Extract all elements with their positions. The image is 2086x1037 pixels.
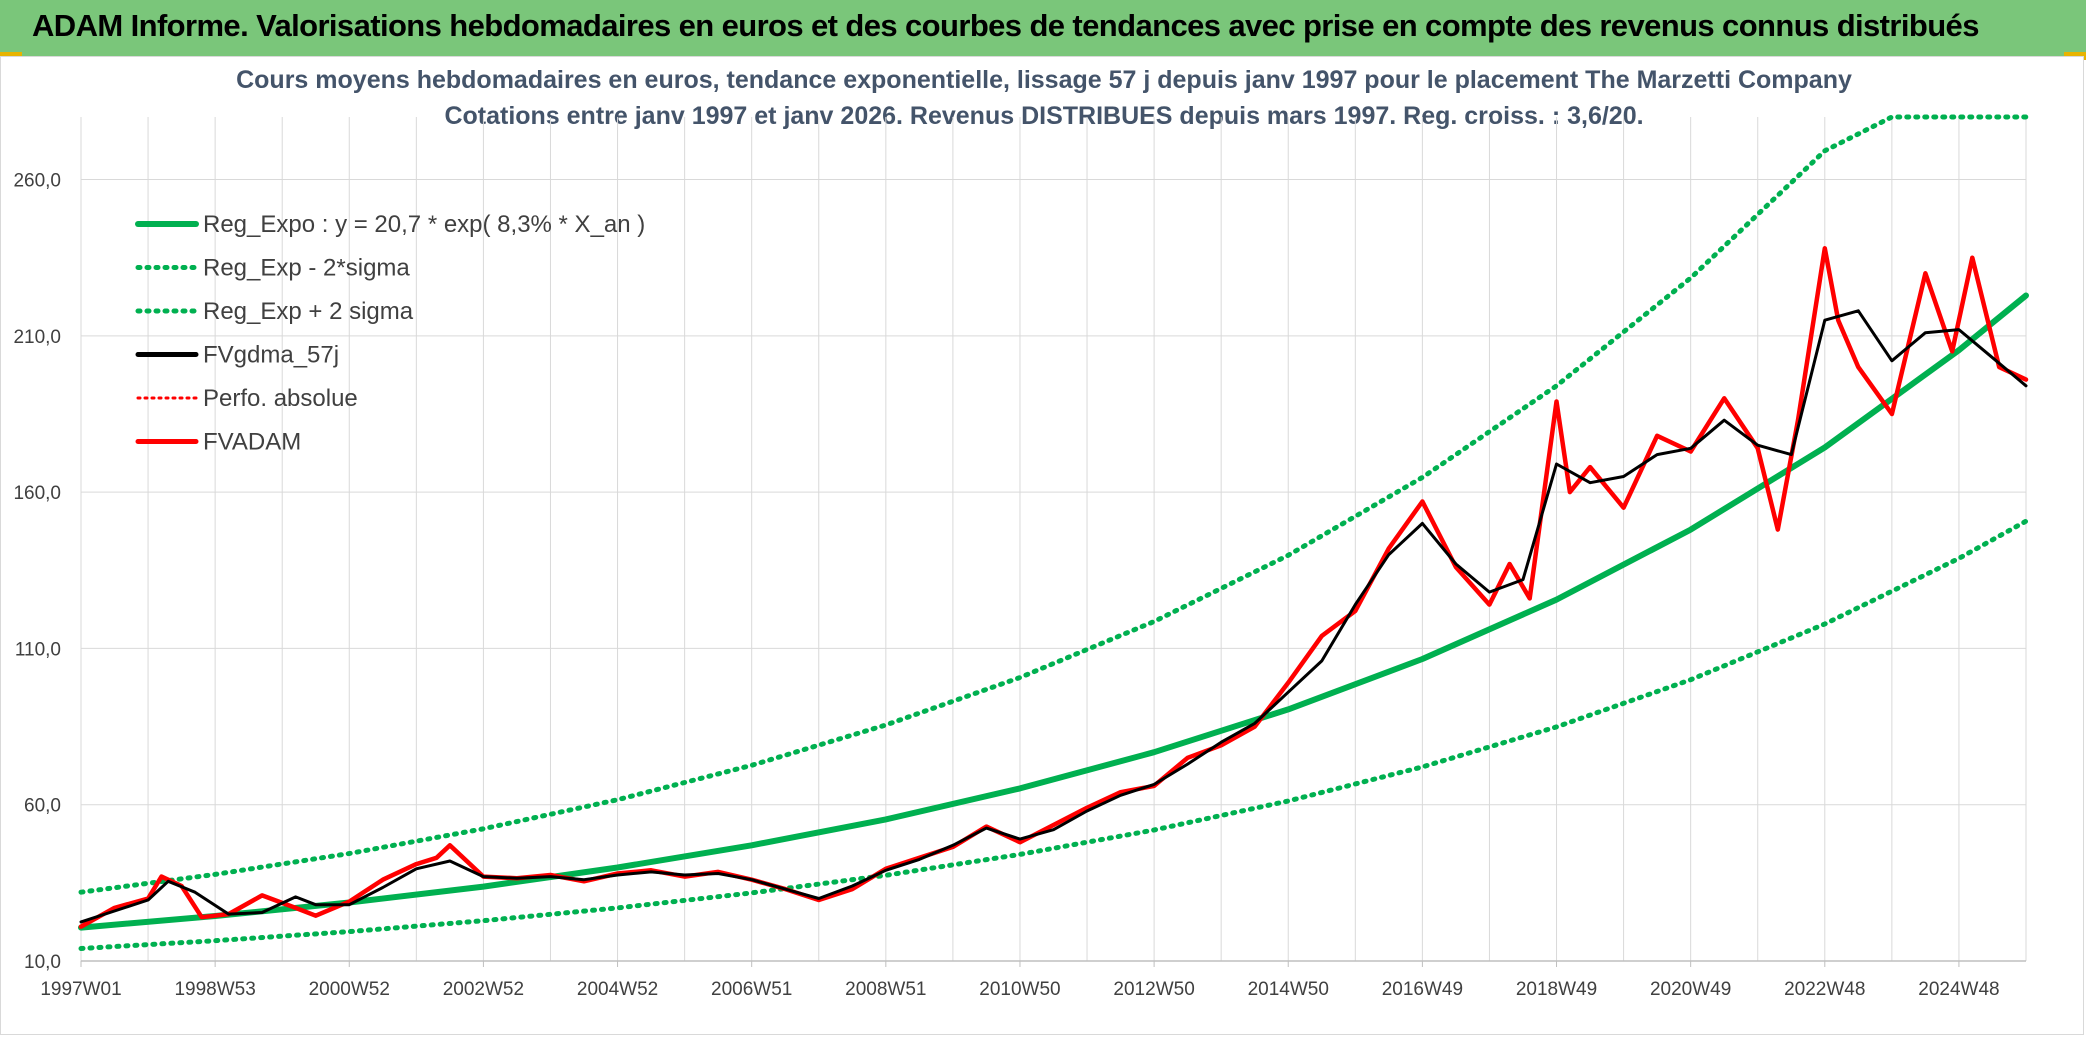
y-tick-label: 210,0 [13, 327, 61, 348]
chart-plot: 10,0 60,0 110,0 160,0 210,0 260,0 1997W01 1998W… [13, 114, 2029, 1000]
x-tick-label: 2008W51 [845, 979, 926, 1000]
smoothed-line [79, 309, 2028, 924]
legend-entry: Perfo. absolue [203, 385, 358, 412]
chart-title: Cours moyens hebdomadaires en euros, ten… [236, 66, 1852, 94]
y-tick-label: 160,0 [13, 483, 61, 504]
legend-entry: Reg_Expo : y = 20,7 * exp( 8,3% * X_an ) [203, 211, 645, 238]
report-title: ADAM Informe. Valorisations hebdomadaire… [32, 8, 1979, 43]
x-tick-label: 2014W50 [1248, 979, 1329, 1000]
chart-subtitle: Cotations entre janv 1997 et janv 2026. … [444, 102, 1644, 130]
x-tick-label: 2020W49 [1650, 979, 1731, 1000]
x-tick-label: 2022W48 [1784, 979, 1865, 1000]
chart-area: Cours moyens hebdomadaires en euros, ten… [0, 56, 2084, 1035]
x-tick-label: 1998W53 [174, 979, 255, 1000]
price-line [78, 246, 2029, 929]
x-tick-label: 2006W51 [711, 979, 792, 1000]
x-tick-label: 2012W50 [1113, 979, 1194, 1000]
report-header: ADAM Informe. Valorisations hebdomadaire… [0, 0, 2086, 56]
y-tick-label: 260,0 [13, 171, 61, 192]
y-tick-label: 60,0 [24, 796, 61, 817]
legend-entry: Reg_Exp - 2*sigma [203, 255, 410, 282]
x-tick-label: 2018W49 [1516, 979, 1597, 1000]
legend-entry: FVADAM [203, 429, 301, 456]
y-tick-label: 10,0 [24, 952, 61, 973]
sigma-band-line [78, 518, 2029, 951]
x-tick-label: 2010W50 [979, 979, 1060, 1000]
trend-line [78, 292, 2029, 931]
x-tick-label: 2016W49 [1382, 979, 1463, 1000]
x-tick-label: 2002W52 [443, 979, 524, 1000]
x-tick-label: 2004W52 [577, 979, 658, 1000]
x-tick-label: 1997W01 [40, 979, 121, 1000]
sigma-band-line [78, 114, 2029, 895]
legend-entry: FVgdma_57j [203, 342, 339, 369]
y-tick-label: 110,0 [15, 639, 61, 660]
x-tick-label: 2024W48 [1918, 979, 1999, 1000]
legend-entry: Reg_Exp + 2 sigma [203, 298, 414, 325]
x-tick-label: 2000W52 [309, 979, 390, 1000]
